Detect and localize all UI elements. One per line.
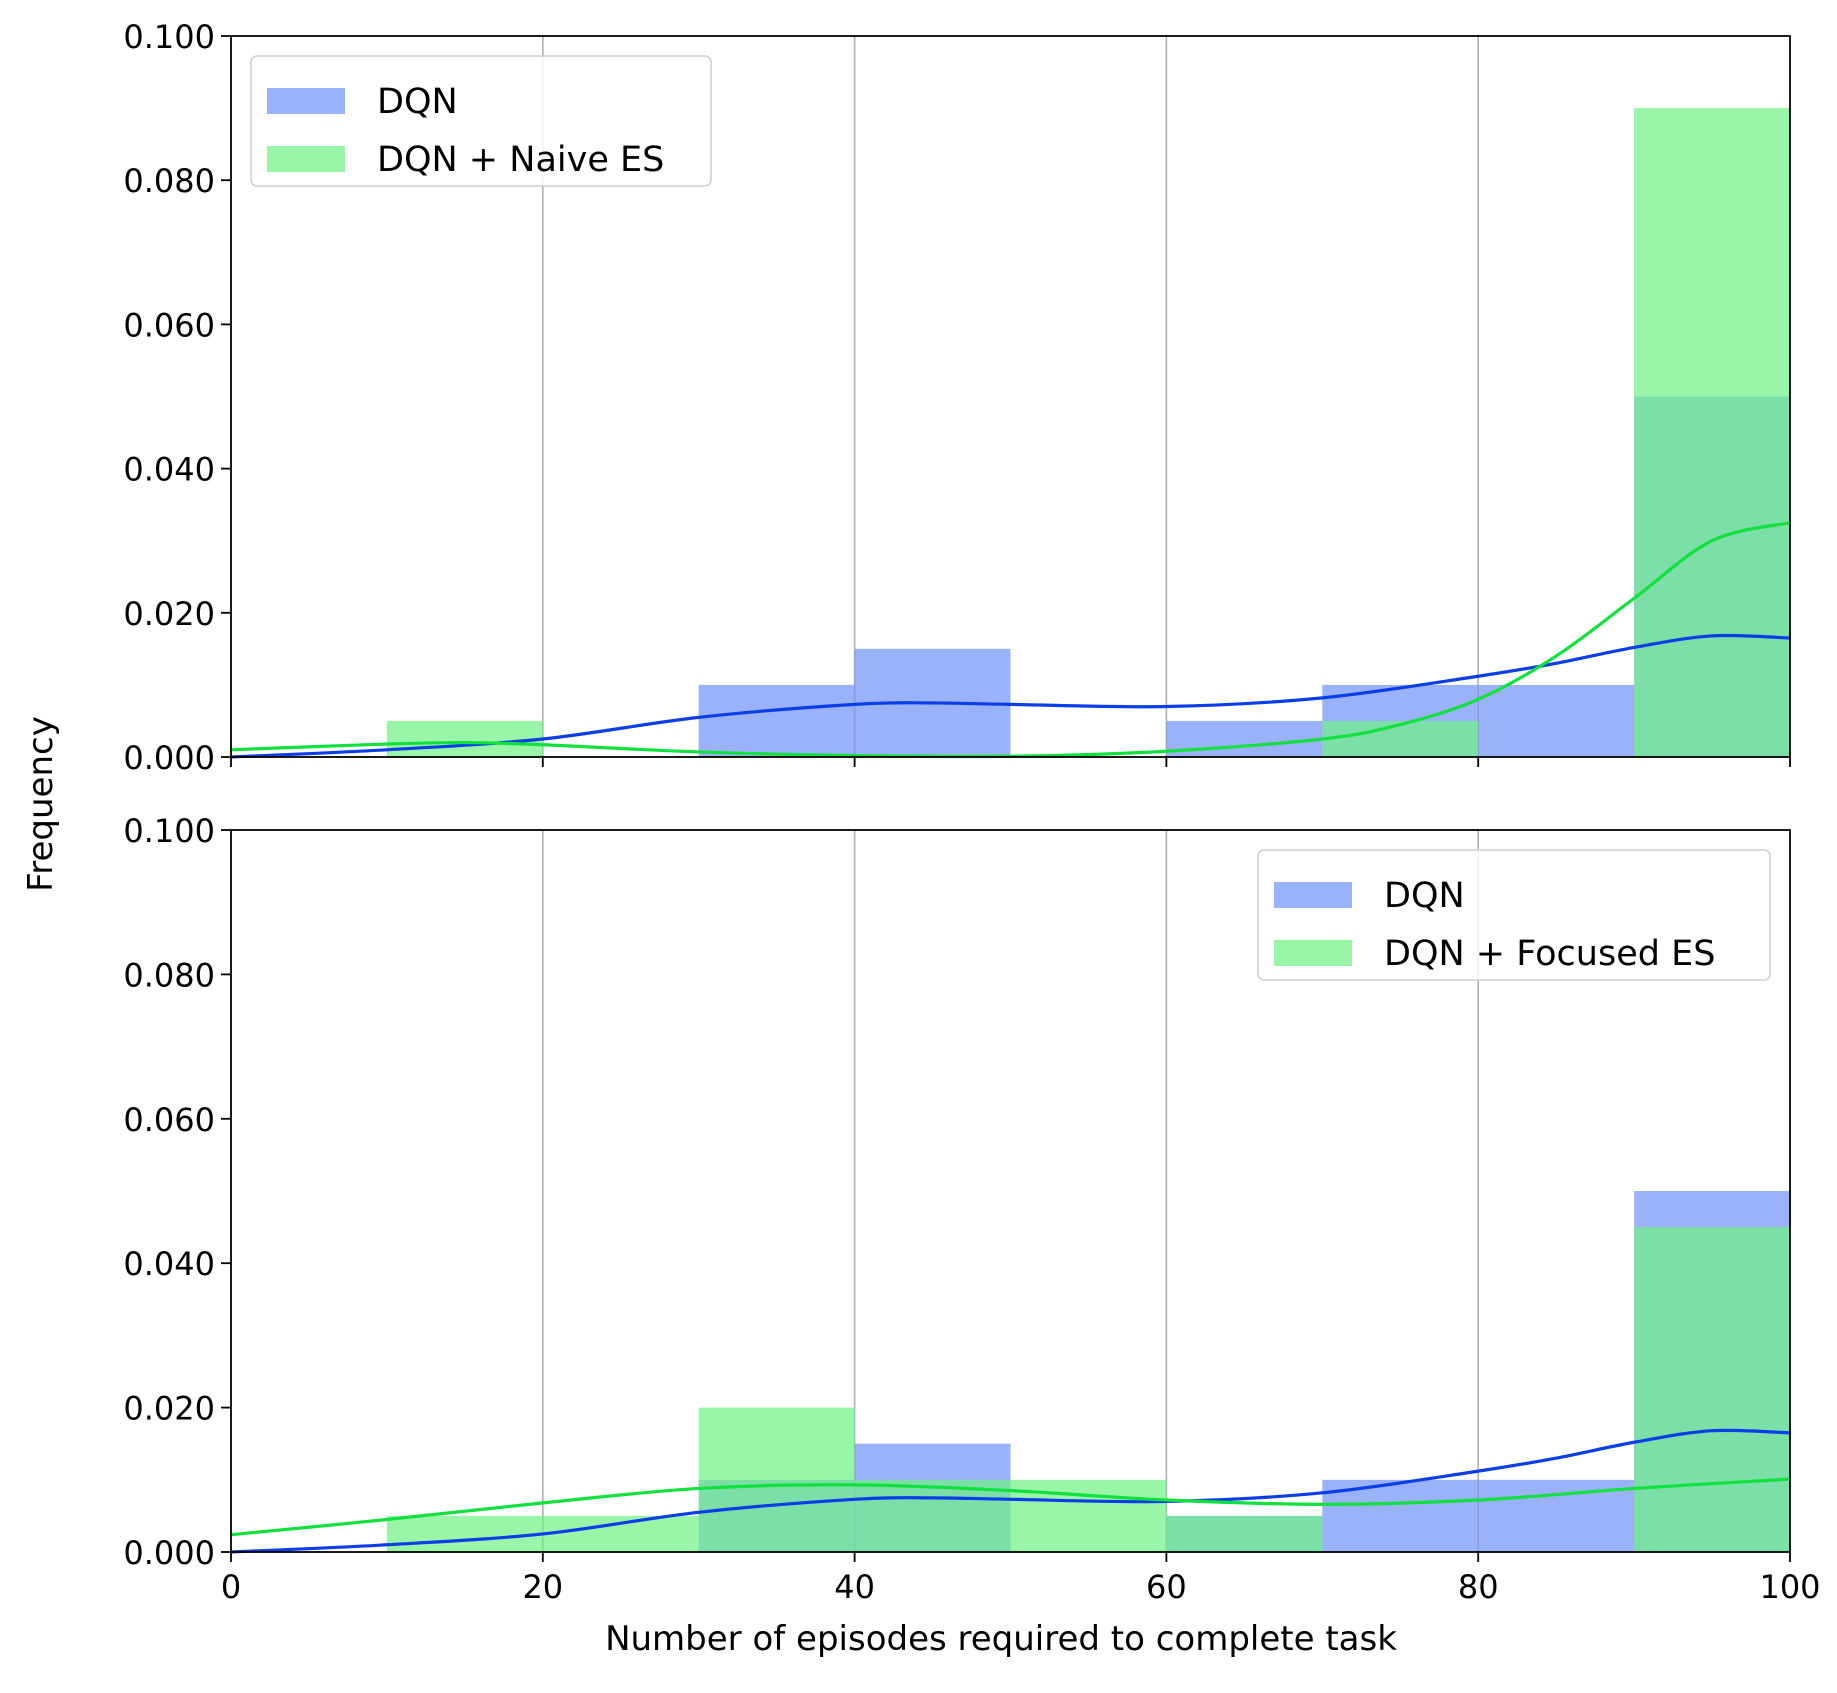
x-tick-label: 20 [522, 1568, 563, 1606]
x-tick-label: 60 [1146, 1568, 1187, 1606]
x-tick-label: 0 [221, 1568, 241, 1606]
kde-line-dqn [230, 633, 1791, 759]
legend-swatch [1274, 940, 1352, 966]
legend-swatch [267, 88, 345, 114]
legend: DQN DQN + Naive ES [250, 55, 712, 187]
kde-line-es [230, 521, 1791, 759]
bar-es [1322, 720, 1479, 757]
bar-dqn [698, 684, 855, 757]
legend-swatch [267, 146, 345, 172]
bar-es [854, 1479, 1011, 1552]
x-tick-label: 80 [1458, 1568, 1499, 1606]
legend-label: DQN [377, 82, 458, 122]
y-tick-label: 0.020 [123, 595, 215, 633]
bar-es [386, 1515, 543, 1552]
y-tick-label: 0.040 [123, 451, 215, 489]
kde-line-dqn [230, 1428, 1791, 1554]
y-tick-label: 0.040 [123, 1245, 215, 1283]
y-tick-label: 0.060 [123, 306, 215, 344]
legend-box [1257, 849, 1771, 981]
legend-label: DQN + Naive ES [377, 140, 664, 180]
bar-dqn [1478, 684, 1635, 757]
bar-es [698, 1407, 855, 1552]
legend-label: DQN + Focused ES [1384, 934, 1715, 974]
y-tick-label: 0.080 [123, 956, 215, 994]
y-tick-label: 0.080 [123, 162, 215, 200]
y-tick-label: 0.100 [123, 812, 215, 850]
legend-box [250, 55, 712, 187]
legend: DQN DQN + Focused ES [1257, 849, 1771, 981]
x-tick-label: 40 [834, 1568, 875, 1606]
y-tick-label: 0.100 [123, 18, 215, 56]
bar-es [542, 1515, 699, 1552]
axes-frame [230, 829, 1791, 1553]
legend-label: DQN [1384, 876, 1465, 916]
y-tick-label: 0.000 [123, 1534, 215, 1572]
x-axis-label: Number of episodes required to complete … [605, 1619, 1397, 1659]
y-tick-label: 0.000 [123, 739, 215, 777]
bar-dqn [1166, 720, 1323, 757]
x-tick-label: 100 [1759, 1568, 1820, 1606]
bar-es [1166, 1515, 1323, 1552]
legend-swatch [1274, 882, 1352, 908]
y-tick-label: 0.060 [123, 1101, 215, 1139]
axes-frame [230, 35, 1791, 758]
top-panel: 0.000 0.020 0.040 0.060 0.080 0.100 DQN DQN + N… [123, 18, 1791, 777]
bottom-panel: 0.000 0.020 0.040 0.060 0.080 0.100 0 20 40 60 80 1… [123, 812, 1820, 1606]
bar-es [386, 720, 543, 757]
bar-es [1634, 1227, 1790, 1552]
y-axis-label: Frequency [21, 716, 61, 892]
bar-es [1634, 108, 1790, 758]
bar-dqn [1322, 1479, 1479, 1552]
y-tick-label: 0.020 [123, 1390, 215, 1428]
kde-line-es [230, 1477, 1791, 1537]
